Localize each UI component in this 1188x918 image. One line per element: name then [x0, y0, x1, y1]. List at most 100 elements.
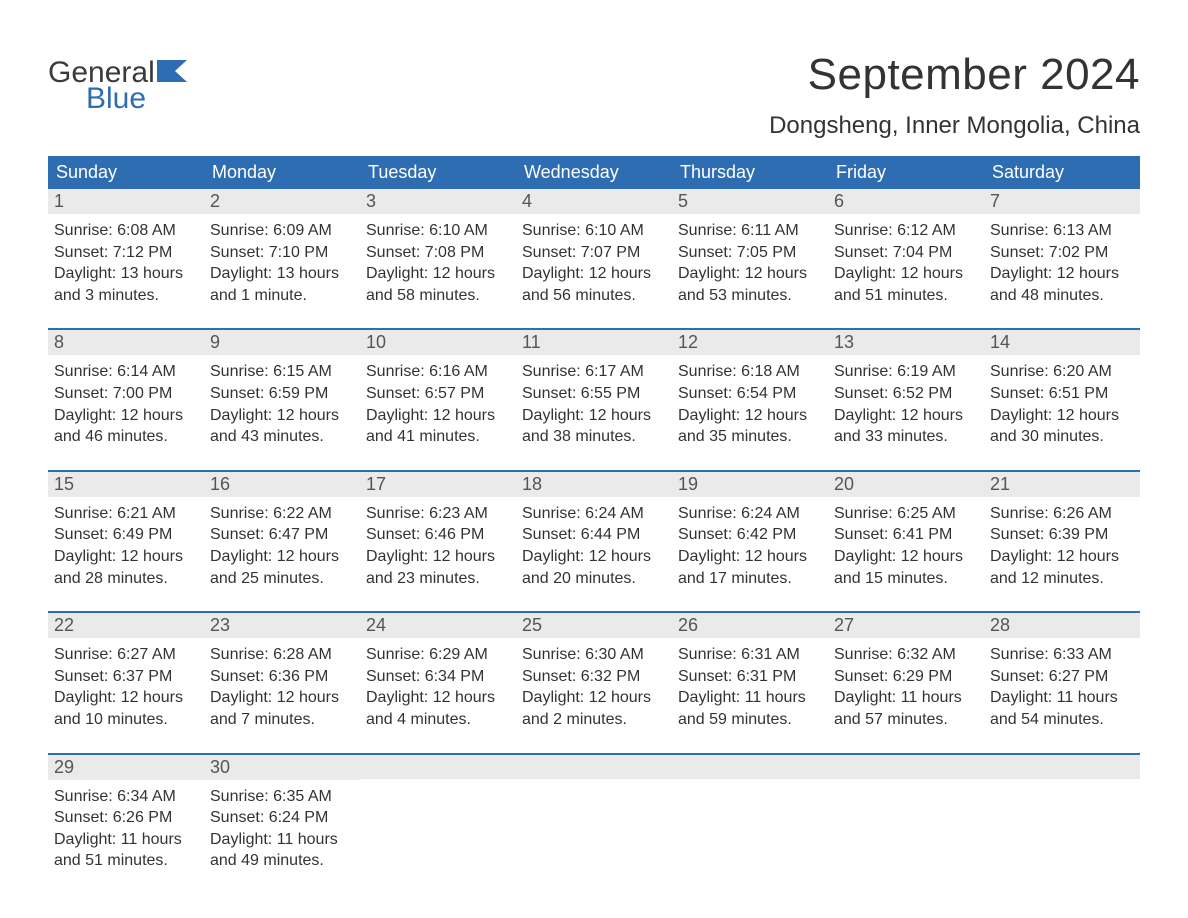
- brand-logo: General Blue: [48, 50, 187, 114]
- calendar-day: 16Sunrise: 6:22 AMSunset: 6:47 PMDayligh…: [204, 472, 360, 593]
- calendar-week: 1Sunrise: 6:08 AMSunset: 7:12 PMDaylight…: [48, 189, 1140, 310]
- day-number-empty: [360, 755, 516, 779]
- day-day2: and 28 minutes.: [54, 568, 198, 590]
- day-sunrise: Sunrise: 6:28 AM: [210, 644, 354, 666]
- day-body: Sunrise: 6:34 AMSunset: 6:26 PMDaylight:…: [48, 780, 204, 876]
- day-number: 14: [984, 330, 1140, 355]
- day-body: Sunrise: 6:31 AMSunset: 6:31 PMDaylight:…: [672, 638, 828, 734]
- day-day1: Daylight: 12 hours: [990, 263, 1134, 285]
- day-number: 8: [48, 330, 204, 355]
- day-day1: Daylight: 12 hours: [522, 687, 666, 709]
- day-number: 28: [984, 613, 1140, 638]
- day-day1: Daylight: 12 hours: [990, 405, 1134, 427]
- day-body: Sunrise: 6:22 AMSunset: 6:47 PMDaylight:…: [204, 497, 360, 593]
- day-sunset: Sunset: 7:12 PM: [54, 242, 198, 264]
- day-day2: and 2 minutes.: [522, 709, 666, 731]
- day-sunrise: Sunrise: 6:25 AM: [834, 503, 978, 525]
- day-sunrise: Sunrise: 6:14 AM: [54, 361, 198, 383]
- day-day2: and 4 minutes.: [366, 709, 510, 731]
- calendar-day: 28Sunrise: 6:33 AMSunset: 6:27 PMDayligh…: [984, 613, 1140, 734]
- day-body: Sunrise: 6:21 AMSunset: 6:49 PMDaylight:…: [48, 497, 204, 593]
- day-sunset: Sunset: 6:24 PM: [210, 807, 354, 829]
- day-day2: and 10 minutes.: [54, 709, 198, 731]
- day-number: 20: [828, 472, 984, 497]
- day-body: Sunrise: 6:24 AMSunset: 6:44 PMDaylight:…: [516, 497, 672, 593]
- day-number: 7: [984, 189, 1140, 214]
- day-number: 12: [672, 330, 828, 355]
- day-number: 25: [516, 613, 672, 638]
- day-sunset: Sunset: 6:31 PM: [678, 666, 822, 688]
- day-day2: and 43 minutes.: [210, 426, 354, 448]
- day-sunset: Sunset: 7:08 PM: [366, 242, 510, 264]
- day-body: Sunrise: 6:15 AMSunset: 6:59 PMDaylight:…: [204, 355, 360, 451]
- day-number: 6: [828, 189, 984, 214]
- day-body: Sunrise: 6:32 AMSunset: 6:29 PMDaylight:…: [828, 638, 984, 734]
- day-day2: and 51 minutes.: [834, 285, 978, 307]
- weekday-label: Sunday: [48, 156, 204, 189]
- day-number: 1: [48, 189, 204, 214]
- day-body: Sunrise: 6:28 AMSunset: 6:36 PMDaylight:…: [204, 638, 360, 734]
- day-body: Sunrise: 6:11 AMSunset: 7:05 PMDaylight:…: [672, 214, 828, 310]
- day-day2: and 48 minutes.: [990, 285, 1134, 307]
- day-day2: and 35 minutes.: [678, 426, 822, 448]
- day-sunrise: Sunrise: 6:23 AM: [366, 503, 510, 525]
- calendar-day: 14Sunrise: 6:20 AMSunset: 6:51 PMDayligh…: [984, 330, 1140, 451]
- day-day1: Daylight: 12 hours: [990, 546, 1134, 568]
- day-body: Sunrise: 6:25 AMSunset: 6:41 PMDaylight:…: [828, 497, 984, 593]
- calendar-day: 27Sunrise: 6:32 AMSunset: 6:29 PMDayligh…: [828, 613, 984, 734]
- day-day1: Daylight: 12 hours: [522, 405, 666, 427]
- calendar-day: 17Sunrise: 6:23 AMSunset: 6:46 PMDayligh…: [360, 472, 516, 593]
- day-body: Sunrise: 6:16 AMSunset: 6:57 PMDaylight:…: [360, 355, 516, 451]
- day-sunset: Sunset: 6:47 PM: [210, 524, 354, 546]
- weekday-label: Monday: [204, 156, 360, 189]
- weekday-header: Sunday Monday Tuesday Wednesday Thursday…: [48, 156, 1140, 189]
- day-sunset: Sunset: 6:34 PM: [366, 666, 510, 688]
- day-day1: Daylight: 13 hours: [54, 263, 198, 285]
- day-day2: and 33 minutes.: [834, 426, 978, 448]
- day-sunset: Sunset: 6:57 PM: [366, 383, 510, 405]
- day-sunrise: Sunrise: 6:35 AM: [210, 786, 354, 808]
- day-number: 26: [672, 613, 828, 638]
- day-sunrise: Sunrise: 6:32 AM: [834, 644, 978, 666]
- day-sunrise: Sunrise: 6:24 AM: [522, 503, 666, 525]
- calendar-day: 4Sunrise: 6:10 AMSunset: 7:07 PMDaylight…: [516, 189, 672, 310]
- day-day2: and 38 minutes.: [522, 426, 666, 448]
- day-day2: and 7 minutes.: [210, 709, 354, 731]
- day-sunrise: Sunrise: 6:22 AM: [210, 503, 354, 525]
- day-day2: and 1 minute.: [210, 285, 354, 307]
- day-sunset: Sunset: 6:41 PM: [834, 524, 978, 546]
- calendar-day: 23Sunrise: 6:28 AMSunset: 6:36 PMDayligh…: [204, 613, 360, 734]
- calendar-day: 8Sunrise: 6:14 AMSunset: 7:00 PMDaylight…: [48, 330, 204, 451]
- day-sunrise: Sunrise: 6:08 AM: [54, 220, 198, 242]
- calendar-day: 3Sunrise: 6:10 AMSunset: 7:08 PMDaylight…: [360, 189, 516, 310]
- calendar-day: 10Sunrise: 6:16 AMSunset: 6:57 PMDayligh…: [360, 330, 516, 451]
- day-number: 2: [204, 189, 360, 214]
- day-sunset: Sunset: 7:07 PM: [522, 242, 666, 264]
- day-day1: Daylight: 12 hours: [54, 405, 198, 427]
- calendar-day: 29Sunrise: 6:34 AMSunset: 6:26 PMDayligh…: [48, 755, 204, 876]
- day-sunset: Sunset: 6:55 PM: [522, 383, 666, 405]
- calendar-day: 18Sunrise: 6:24 AMSunset: 6:44 PMDayligh…: [516, 472, 672, 593]
- day-day2: and 20 minutes.: [522, 568, 666, 590]
- day-day2: and 15 minutes.: [834, 568, 978, 590]
- day-body: Sunrise: 6:26 AMSunset: 6:39 PMDaylight:…: [984, 497, 1140, 593]
- day-number: 10: [360, 330, 516, 355]
- day-sunset: Sunset: 6:52 PM: [834, 383, 978, 405]
- day-body: Sunrise: 6:13 AMSunset: 7:02 PMDaylight:…: [984, 214, 1140, 310]
- weekday-label: Saturday: [984, 156, 1140, 189]
- calendar-week: 8Sunrise: 6:14 AMSunset: 7:00 PMDaylight…: [48, 328, 1140, 451]
- day-sunrise: Sunrise: 6:13 AM: [990, 220, 1134, 242]
- day-day1: Daylight: 12 hours: [54, 546, 198, 568]
- day-sunset: Sunset: 6:26 PM: [54, 807, 198, 829]
- day-number: 3: [360, 189, 516, 214]
- calendar-day: [672, 755, 828, 876]
- day-day1: Daylight: 13 hours: [210, 263, 354, 285]
- day-number-empty: [516, 755, 672, 779]
- calendar-day: 11Sunrise: 6:17 AMSunset: 6:55 PMDayligh…: [516, 330, 672, 451]
- day-body: Sunrise: 6:24 AMSunset: 6:42 PMDaylight:…: [672, 497, 828, 593]
- day-sunrise: Sunrise: 6:34 AM: [54, 786, 198, 808]
- day-sunrise: Sunrise: 6:09 AM: [210, 220, 354, 242]
- day-sunrise: Sunrise: 6:18 AM: [678, 361, 822, 383]
- calendar-day: [984, 755, 1140, 876]
- day-sunrise: Sunrise: 6:31 AM: [678, 644, 822, 666]
